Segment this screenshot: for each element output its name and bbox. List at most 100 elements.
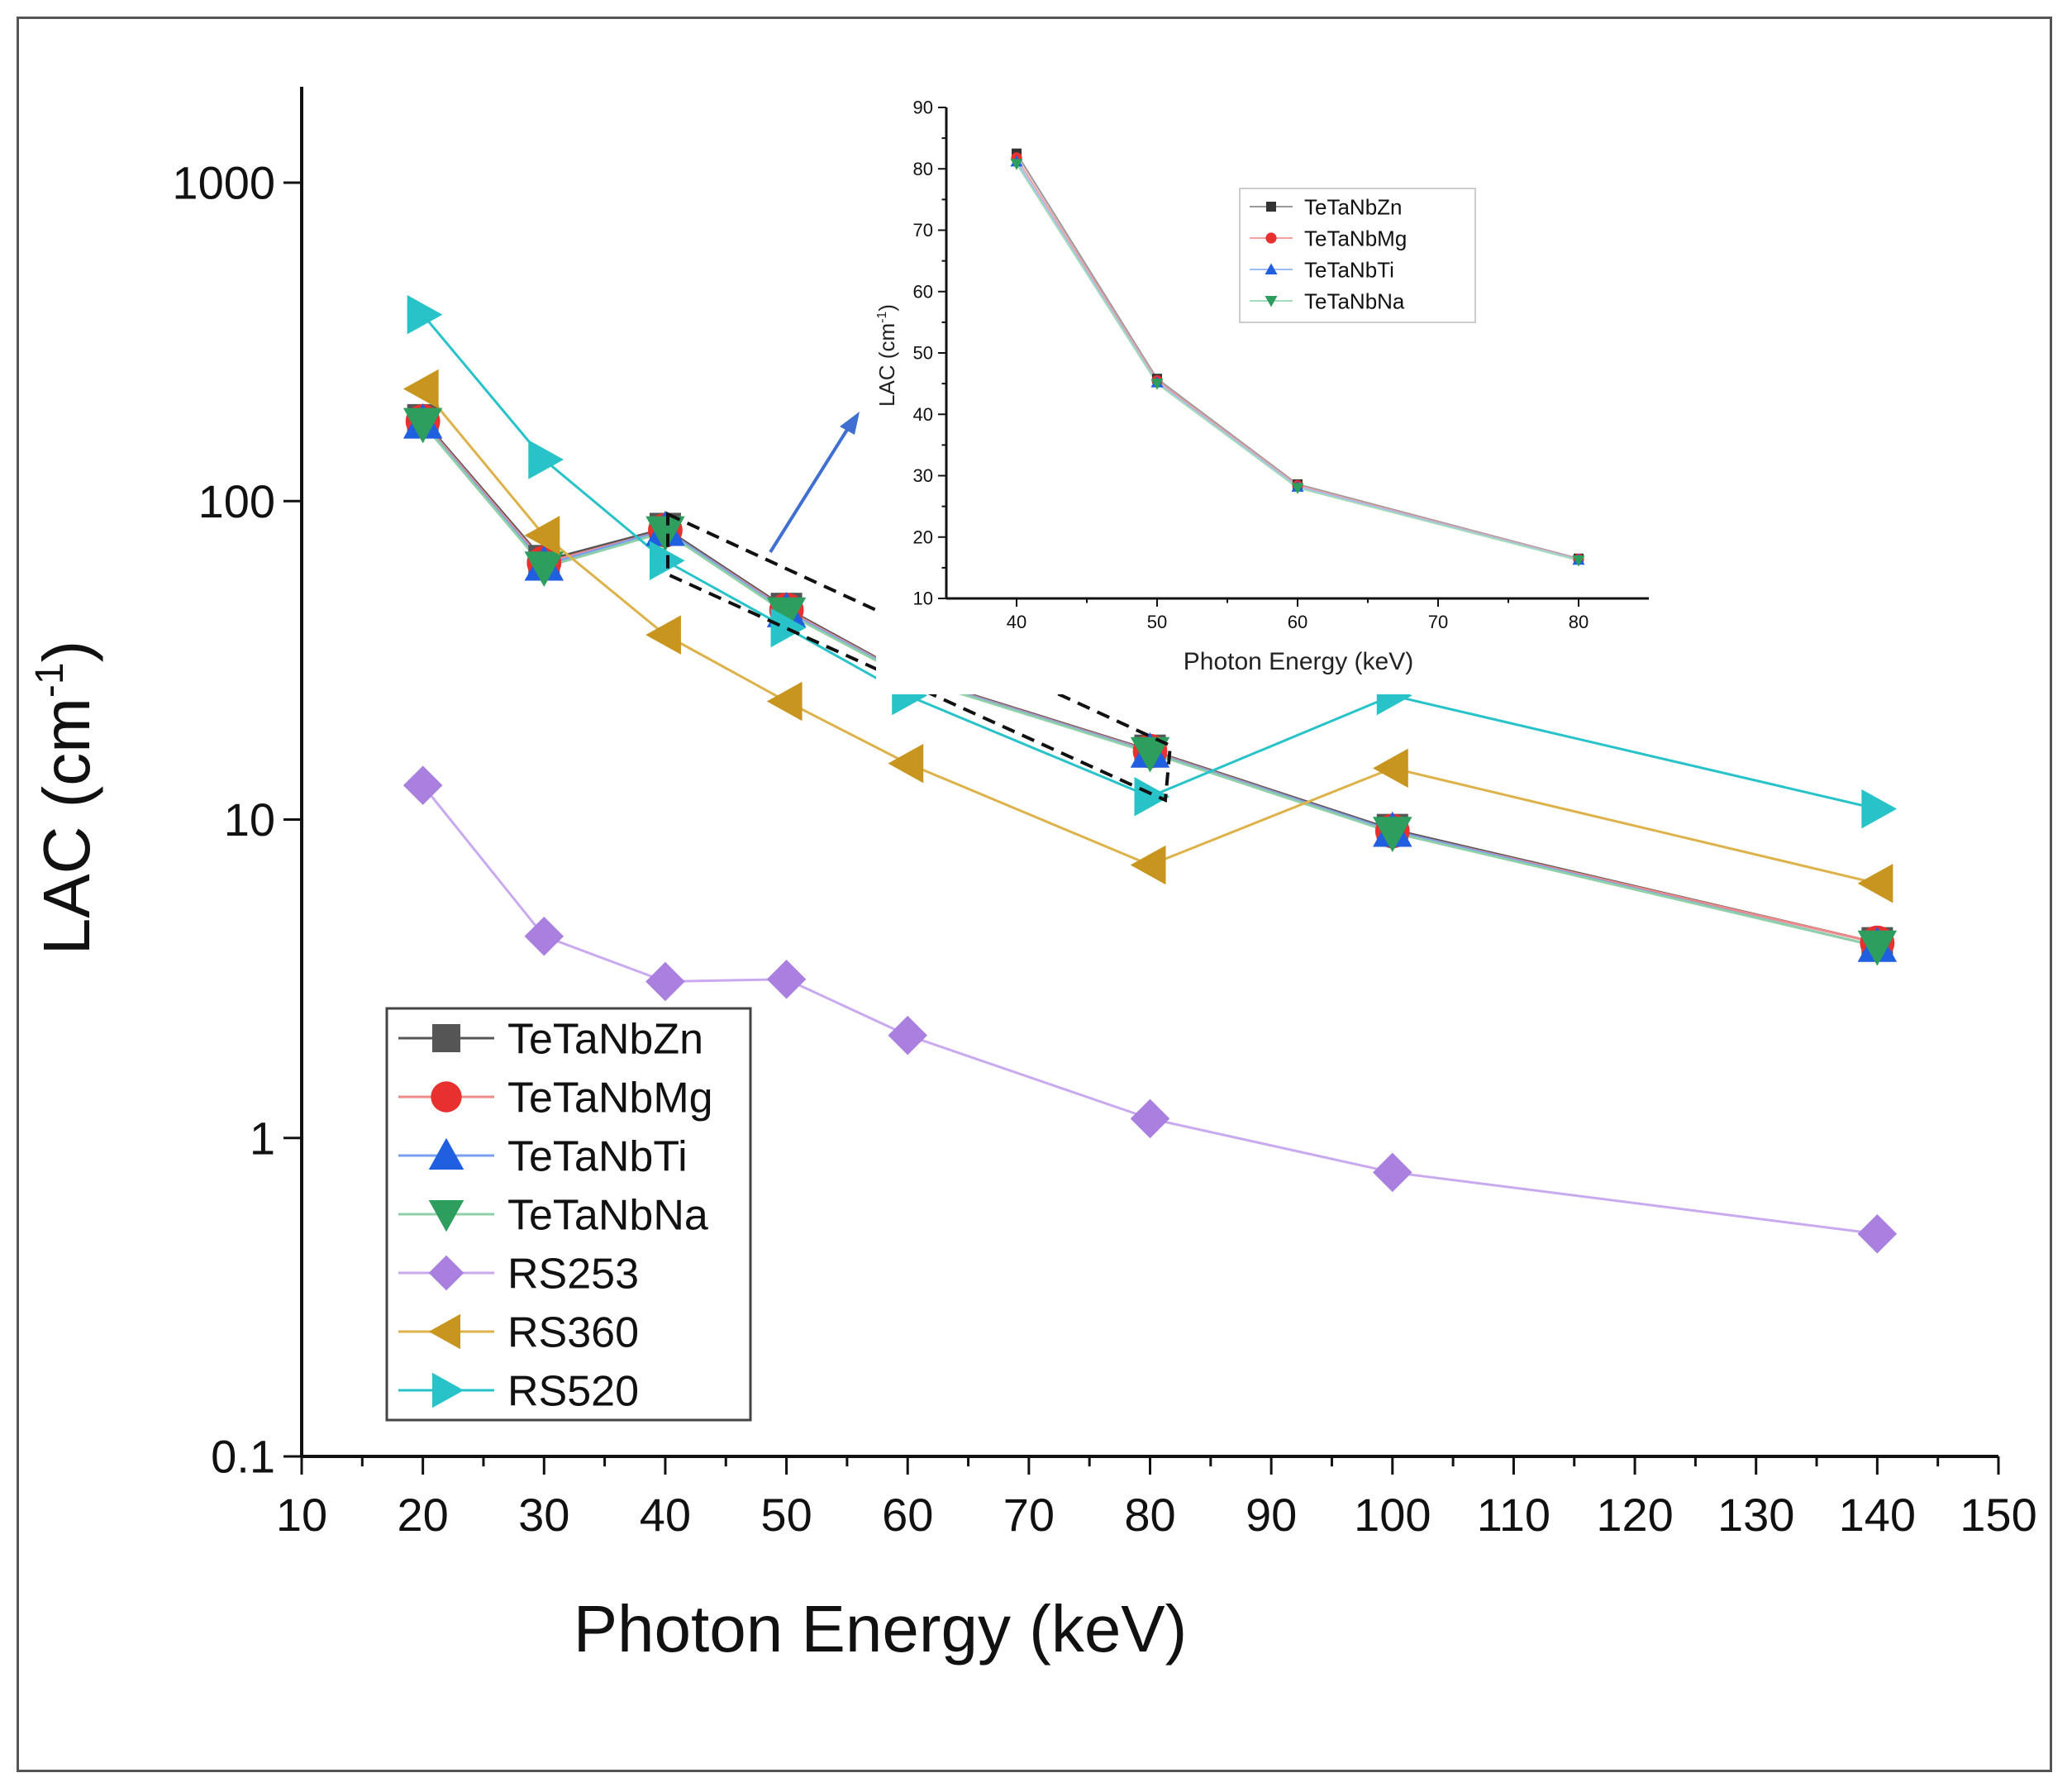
- main-data-point: [888, 1015, 927, 1056]
- main-data-point: [407, 294, 443, 335]
- inset-y-tick-label: 20: [913, 527, 933, 547]
- inset-series-points-tetanbna: [1010, 159, 1585, 567]
- main-x-tick-label: 80: [1124, 1489, 1175, 1541]
- main-x-tick-label: 10: [276, 1489, 327, 1541]
- main-legend-item-tetanbna: TeTaNbNa: [398, 1192, 708, 1240]
- main-data-point: [1857, 1213, 1898, 1254]
- inset-legend-marker: [1265, 263, 1278, 274]
- inset-x-tick-label: 70: [1428, 612, 1448, 632]
- main-data-point: [1130, 736, 1170, 773]
- main-legend-label: RS253: [507, 1251, 639, 1299]
- main-x-tick-label: 40: [640, 1489, 691, 1541]
- main-data-point: [524, 551, 564, 587]
- inset-x-tick-label: 60: [1288, 612, 1308, 632]
- main-x-tick-label: 20: [397, 1489, 448, 1541]
- inset-background: [876, 91, 1661, 694]
- main-data-point: [1130, 1099, 1170, 1139]
- main-legend-marker: [432, 1024, 460, 1052]
- main-x-tick-label: 70: [1003, 1489, 1055, 1541]
- inset-legend-label: TeTaNbNa: [1304, 288, 1405, 313]
- main-series-line-tetanbna: [422, 422, 1878, 948]
- main-series-line-rs520: [422, 313, 1878, 811]
- main-x-tick-label: 140: [1839, 1489, 1916, 1541]
- main-legend-marker: [428, 1313, 460, 1350]
- inset-y-tick-label: 40: [913, 404, 933, 425]
- main-legend-marker: [432, 1372, 464, 1408]
- main-data-point: [766, 681, 803, 722]
- inset-y-axis-label: LAC (cm-1): [874, 304, 899, 407]
- inset-series-line-tetanbti: [1016, 160, 1579, 561]
- main-y-tick-label: 1: [250, 1112, 275, 1164]
- inset-y-tick-label: 10: [913, 589, 933, 609]
- main-data-point: [1130, 845, 1166, 885]
- inset-data-point: [1010, 159, 1023, 170]
- main-data-point: [528, 440, 564, 479]
- main-x-tick-label: 110: [1477, 1489, 1550, 1541]
- inset-data-point: [1150, 379, 1164, 390]
- inset-legend-label: TeTaNbTi: [1304, 257, 1394, 282]
- main-series-points-rs253: [402, 765, 1898, 1254]
- inset-series-lines: [1016, 153, 1579, 561]
- inset-x-axis-label: Photon Energy (keV): [1184, 648, 1413, 675]
- main-legend-label: TeTaNbTi: [507, 1133, 688, 1181]
- inset-series-line-tetanbzn: [1016, 153, 1579, 560]
- main-x-tick-label: 90: [1246, 1489, 1297, 1541]
- inset-legend-item-tetanbna: TeTaNbNa: [1250, 288, 1405, 313]
- main-data-point: [645, 516, 685, 552]
- main-data-point: [1373, 1152, 1412, 1193]
- main-data-point: [1373, 748, 1408, 789]
- inset-y-tick-label: 90: [913, 98, 933, 118]
- zoom-arrow-head: [840, 412, 860, 435]
- inset-legend-label: TeTaNbZn: [1304, 194, 1403, 219]
- main-legend-marker: [428, 1255, 464, 1291]
- inset-data-point: [1572, 555, 1585, 567]
- main-legend-label: TeTaNbZn: [507, 1016, 703, 1064]
- main-data-point: [402, 407, 443, 444]
- main-series-points-rs360: [402, 369, 1893, 903]
- main-legend-item-rs520: RS520: [398, 1368, 639, 1416]
- main-x-tick-label: 100: [1354, 1489, 1431, 1541]
- inset-series-markers: [1010, 148, 1585, 567]
- main-series-lines: [422, 313, 1878, 1236]
- inset-legend-label: TeTaNbMg: [1304, 226, 1407, 250]
- inset-x-tick-label: 50: [1147, 612, 1167, 632]
- main-data-point: [524, 916, 564, 956]
- main-legend-marker: [428, 1200, 464, 1232]
- main-data-point: [645, 615, 681, 655]
- main-data-point: [524, 516, 560, 555]
- main-data-point: [1373, 817, 1412, 853]
- inset-y-tick-label: 30: [913, 465, 933, 486]
- main-y-axis-label: LAC (cm-1): [28, 641, 103, 955]
- inset-y-tick-label: 70: [913, 220, 933, 241]
- main-y-tick-label: 100: [198, 475, 275, 527]
- main-data-point: [1857, 864, 1893, 903]
- main-legend-label: TeTaNbMg: [507, 1075, 713, 1122]
- main-legend-label: TeTaNbNa: [507, 1192, 708, 1240]
- main-legend: TeTaNbZn TeTaNbMg TeTaNbTi TeTaNbNa RS253 RS3…: [385, 1007, 752, 1422]
- main-x-tick-label: 150: [1960, 1489, 2036, 1541]
- main-data-point: [1857, 930, 1898, 966]
- inset-legend-item-tetanbmg: TeTaNbMg: [1250, 226, 1407, 250]
- main-legend-marker: [431, 1081, 462, 1113]
- main-data-point: [1861, 789, 1898, 829]
- main-ticks: 10 20 30 40 50 60 70 80 90 100 110 120 130 140 1500.11…: [172, 157, 2036, 1541]
- main-data-point: [645, 961, 685, 1002]
- zoom-arrow-line: [769, 424, 851, 554]
- main-x-tick-label: 50: [760, 1489, 812, 1541]
- inset-legend-marker: [1265, 296, 1278, 307]
- inset-legend: TeTaNbZn TeTaNbMg TeTaNbTi TeTaNbNa: [1239, 188, 1476, 323]
- inset-series-line-tetanbna: [1016, 163, 1579, 561]
- main-legend-label: RS520: [507, 1368, 639, 1416]
- main-x-tick-label: 130: [1717, 1489, 1794, 1541]
- inset-legend-item-tetanbzn: TeTaNbZn: [1250, 194, 1403, 219]
- inset-y-tick-label: 80: [913, 159, 933, 179]
- inset-series-line-tetanbmg: [1016, 157, 1579, 560]
- main-legend-item-tetanbmg: TeTaNbMg: [398, 1075, 713, 1122]
- main-x-tick-label: 60: [882, 1489, 933, 1541]
- inset-y-tick-label: 50: [913, 343, 933, 364]
- main-y-axis-label-superscript: -1: [28, 662, 72, 698]
- main-data-point: [402, 765, 443, 805]
- main-plot: 10 20 30 40 50 60 70 80 90 100 110 120 130 140 1500.11…: [28, 87, 2037, 1666]
- main-legend-marker: [428, 1137, 464, 1170]
- inset-legend-item-tetanbti: TeTaNbTi: [1250, 257, 1394, 282]
